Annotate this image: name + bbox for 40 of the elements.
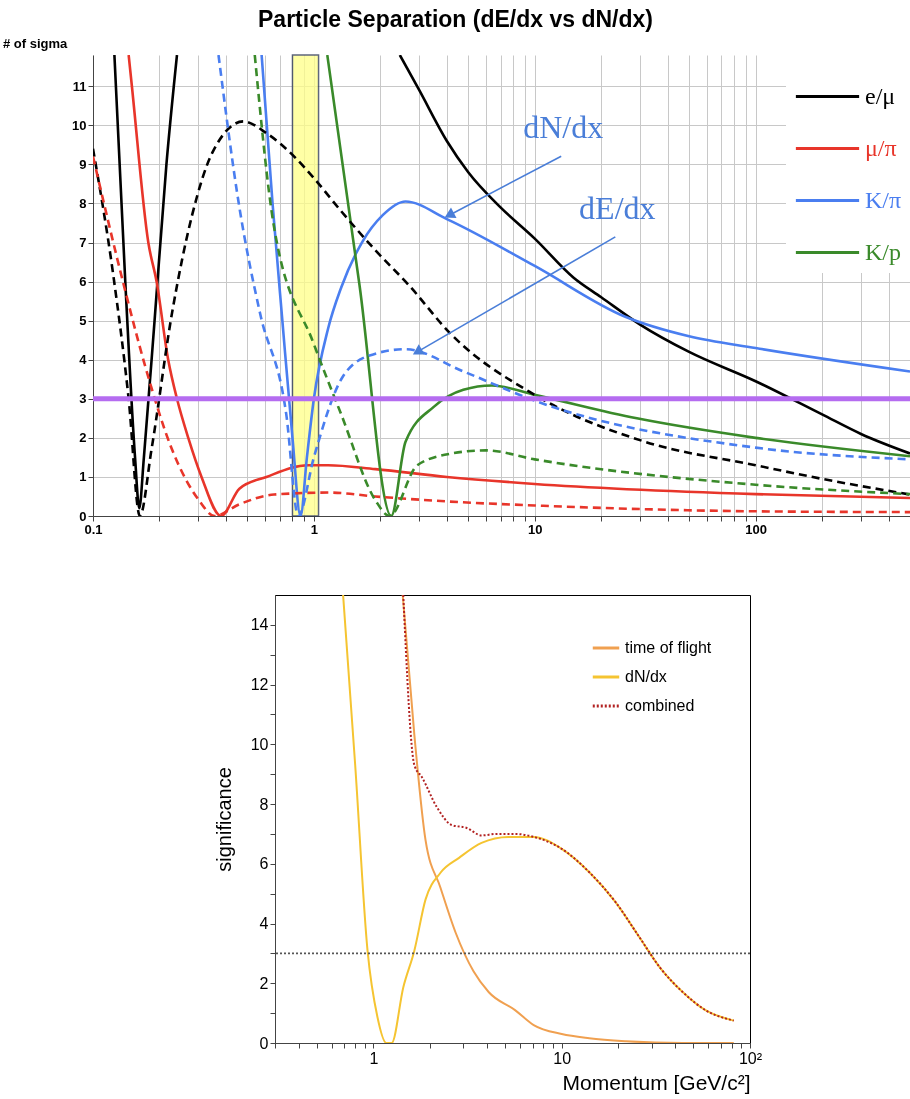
y-tick-label: 8 [79,195,87,211]
y-tick-label: 8 [259,795,269,813]
y-tick-label: 4 [79,352,88,368]
legend-label: combined [625,697,695,714]
y-tick-label: 0 [259,1034,269,1052]
legend-label: e/μ [865,82,896,109]
y-tick-label: 1 [79,469,87,485]
x-axis-title: Momentum [GeV/c²] [562,1070,751,1094]
y-tick-label: 10 [250,735,269,753]
y-tick-label: 2 [79,430,87,446]
x-tick-label: 0.1 [84,521,103,537]
y-tick-label: 9 [79,156,87,172]
x-tick-label: 1 [369,1049,379,1067]
chart-title: Particle Separation (dE/dx vs dN/dx) [258,6,653,32]
annotation: dE/dx [579,189,656,226]
y-tick-label: 2 [259,974,269,992]
y-tick-label: 5 [79,313,87,329]
legend-label: time of flight [625,639,712,656]
legend-label: μ/π [865,134,897,161]
x-tick-label: 10 [528,521,543,537]
y-tick-label: 7 [79,235,87,251]
x-tick-label: 10 [553,1049,572,1067]
y-tick-label: 6 [259,855,269,873]
y-tick-label: 6 [79,274,87,290]
y-tick-label: 14 [250,616,269,634]
y-tick-label: 0 [79,508,87,524]
legend-label: K/π [865,186,902,213]
annotation: dN/dx [523,109,604,146]
legend-label: K/p [865,238,901,265]
y-tick-label: 3 [79,391,87,407]
y-axis-title: # of sigma [3,36,69,51]
x-tick-label: 1 [310,521,318,537]
y-tick-label: 12 [250,676,269,694]
x-tick-label: 10² [738,1049,763,1067]
y-tick-label: 10 [72,117,87,133]
y-tick-label: 4 [259,915,269,933]
x-tick-label: 100 [745,521,767,537]
legend-label: dN/dx [625,668,667,685]
y-axis-title: significance [212,767,235,872]
y-tick-label: 11 [72,78,87,94]
